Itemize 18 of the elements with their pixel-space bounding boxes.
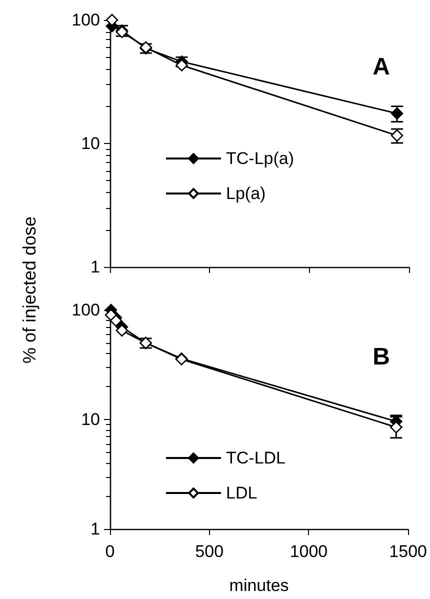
legend-label: Lp(a) — [226, 184, 266, 203]
y-tick-label: 1 — [90, 520, 100, 538]
y-tick-label: 100 — [72, 10, 100, 30]
annotation: A — [372, 54, 390, 80]
y-axis-title: % of injected dose — [20, 216, 40, 364]
x-axis-title: minutes — [229, 576, 289, 595]
x-tick-label: 1500 — [389, 542, 428, 561]
y-tick-label: 100 — [72, 300, 100, 320]
legend-label: TC-LDL — [226, 448, 286, 468]
x-tick-label: 500 — [195, 542, 224, 561]
y-tick-label: 1 — [90, 258, 100, 276]
legend-label: LDL — [226, 484, 258, 502]
y-tick-label: 10 — [81, 410, 100, 429]
y-tick-label: 10 — [81, 134, 100, 153]
x-tick-label: 1000 — [290, 542, 328, 561]
legend-label: TC-Lp(a) — [226, 149, 294, 168]
annotation: B — [372, 344, 390, 370]
x-tick-label: 0 — [105, 542, 115, 561]
